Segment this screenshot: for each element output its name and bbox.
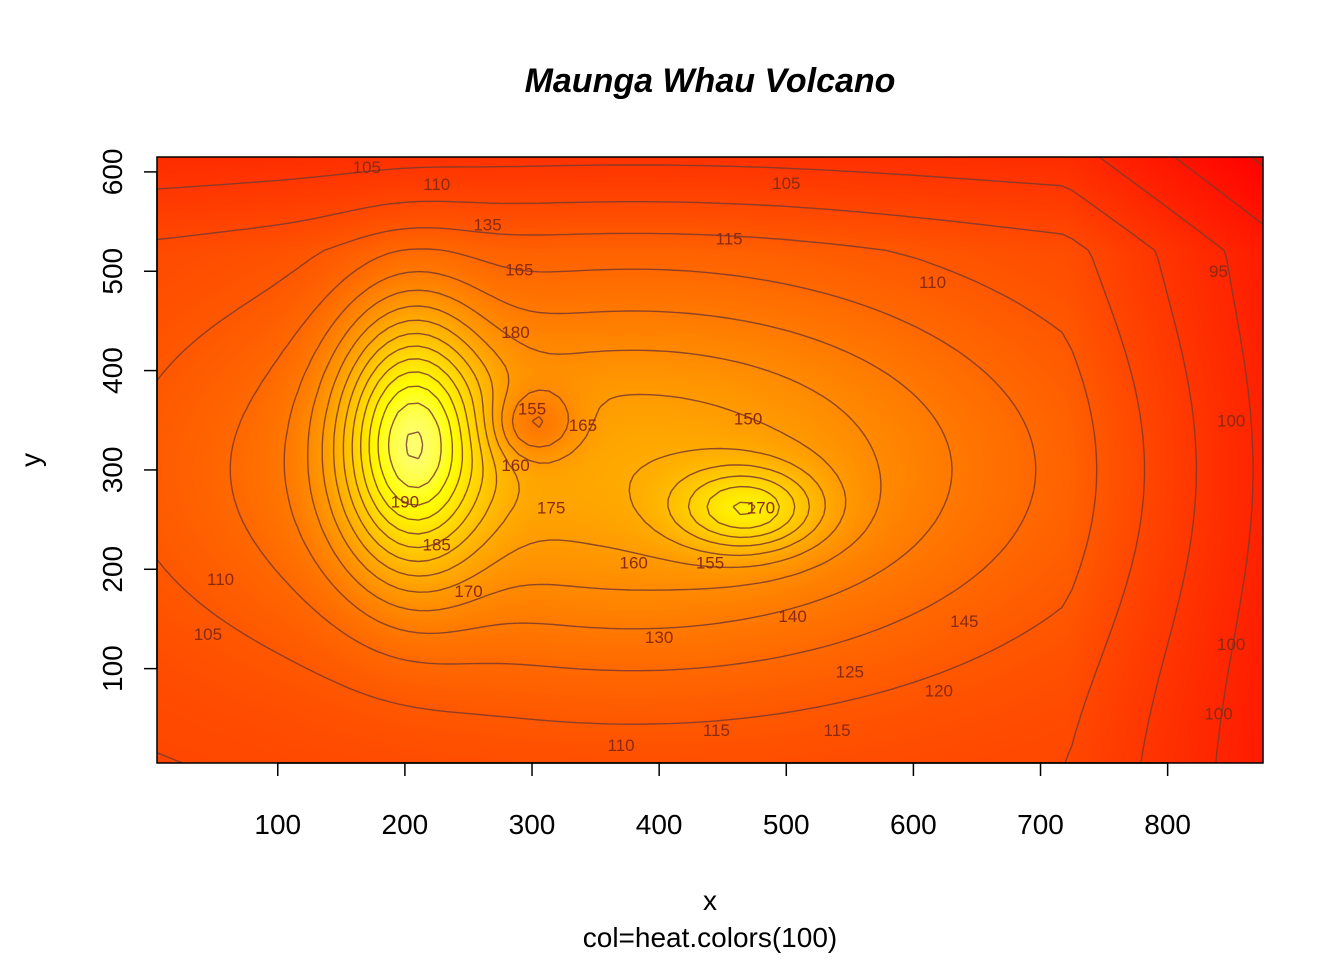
heatmap-image (157, 157, 1263, 763)
contour-line-125 (229, 248, 1037, 672)
contour-label: 145 (950, 612, 978, 631)
contour-label: 125 (836, 663, 864, 682)
contour-line-120 (157, 227, 1098, 725)
contour-label: 95 (1209, 262, 1228, 281)
contour-label: 130 (645, 628, 673, 647)
contour-label: 110 (207, 570, 234, 589)
contour-label: 140 (778, 607, 806, 626)
contour-line-110 (157, 164, 1198, 763)
x-tick-label: 600 (890, 809, 937, 840)
y-tick-label: 100 (97, 645, 128, 692)
contour-label: 150 (734, 409, 762, 428)
contour-label: 135 (473, 216, 501, 235)
contour-label: 100 (1217, 635, 1245, 654)
contour-line-140 (321, 305, 847, 593)
contour-lines (157, 157, 1263, 763)
contour-line-105 (1098, 157, 1254, 763)
y-axis-title: y (15, 453, 46, 467)
y-tick-label: 500 (97, 248, 128, 295)
contour-label: 155 (518, 399, 546, 418)
contour-labels: 105 110 135 165 180 155 165 160 175 190 185 170 160 1… (194, 158, 1246, 755)
contour-line-175 (387, 402, 442, 489)
y-axis: 100 200 300 400 500 600 (97, 149, 158, 692)
x-axis-title: x (703, 885, 717, 916)
contour-line-145 (332, 319, 826, 577)
contour-line-130 (283, 270, 953, 635)
contour-line-100 (1173, 157, 1263, 225)
contour-label: 105 (353, 158, 381, 177)
contour-label: 170 (747, 499, 775, 518)
contour-label: 160 (501, 456, 529, 475)
contour-line-115 (157, 200, 1146, 763)
contour-label: 165 (569, 416, 597, 435)
contour-label: 120 (925, 682, 953, 701)
contour-line-150 (342, 332, 811, 563)
y-tick-label: 400 (97, 347, 128, 394)
y-tick-label: 200 (97, 546, 128, 593)
x-tick-label: 700 (1017, 809, 1064, 840)
y-tick-label: 300 (97, 447, 128, 494)
contour-label: 115 (716, 230, 743, 249)
x-tick-label: 300 (509, 809, 556, 840)
contour-label: 115 (824, 721, 851, 740)
plot-area: 105 110 135 165 180 155 165 160 175 190 185 170 160 1… (156, 156, 1264, 764)
contour-label: 170 (454, 582, 482, 601)
contour-label: 185 (423, 535, 451, 554)
x-tick-label: 400 (636, 809, 683, 840)
contour-label: 105 (772, 174, 800, 193)
contour-line-160 (360, 358, 781, 535)
contour-label: 110 (607, 736, 634, 755)
x-tick-label: 800 (1144, 809, 1191, 840)
x-tick-label: 200 (382, 809, 429, 840)
contour-line-155 (351, 345, 796, 549)
contour-line-170 (377, 385, 454, 506)
contour-label: 160 (620, 553, 648, 572)
chart-subtitle: col=heat.colors(100) (583, 922, 837, 953)
contour-label: 100 (1217, 411, 1245, 430)
contour-line-180 (405, 431, 424, 460)
x-tick-label: 500 (763, 809, 810, 840)
contour-label: 100 (1204, 704, 1232, 723)
contour-label: 105 (194, 625, 222, 644)
contour-label: 175 (537, 499, 565, 518)
contour-line-135 (307, 289, 882, 612)
contour-label: 190 (391, 493, 419, 512)
contour-label: 110 (919, 273, 946, 292)
contour-line-165 (368, 371, 756, 521)
contour-label: 165 (505, 260, 533, 279)
contour-label: 155 (696, 553, 724, 572)
contour-label: 110 (423, 175, 450, 194)
contour-label: 115 (703, 721, 730, 740)
x-axis: 100 200 300 400 500 600 700 800 (254, 762, 1191, 840)
contour-label: 180 (501, 323, 529, 342)
y-tick-label: 600 (97, 149, 128, 196)
x-tick-label: 100 (254, 809, 301, 840)
chart-title: Maunga Whau Volcano (525, 62, 896, 100)
